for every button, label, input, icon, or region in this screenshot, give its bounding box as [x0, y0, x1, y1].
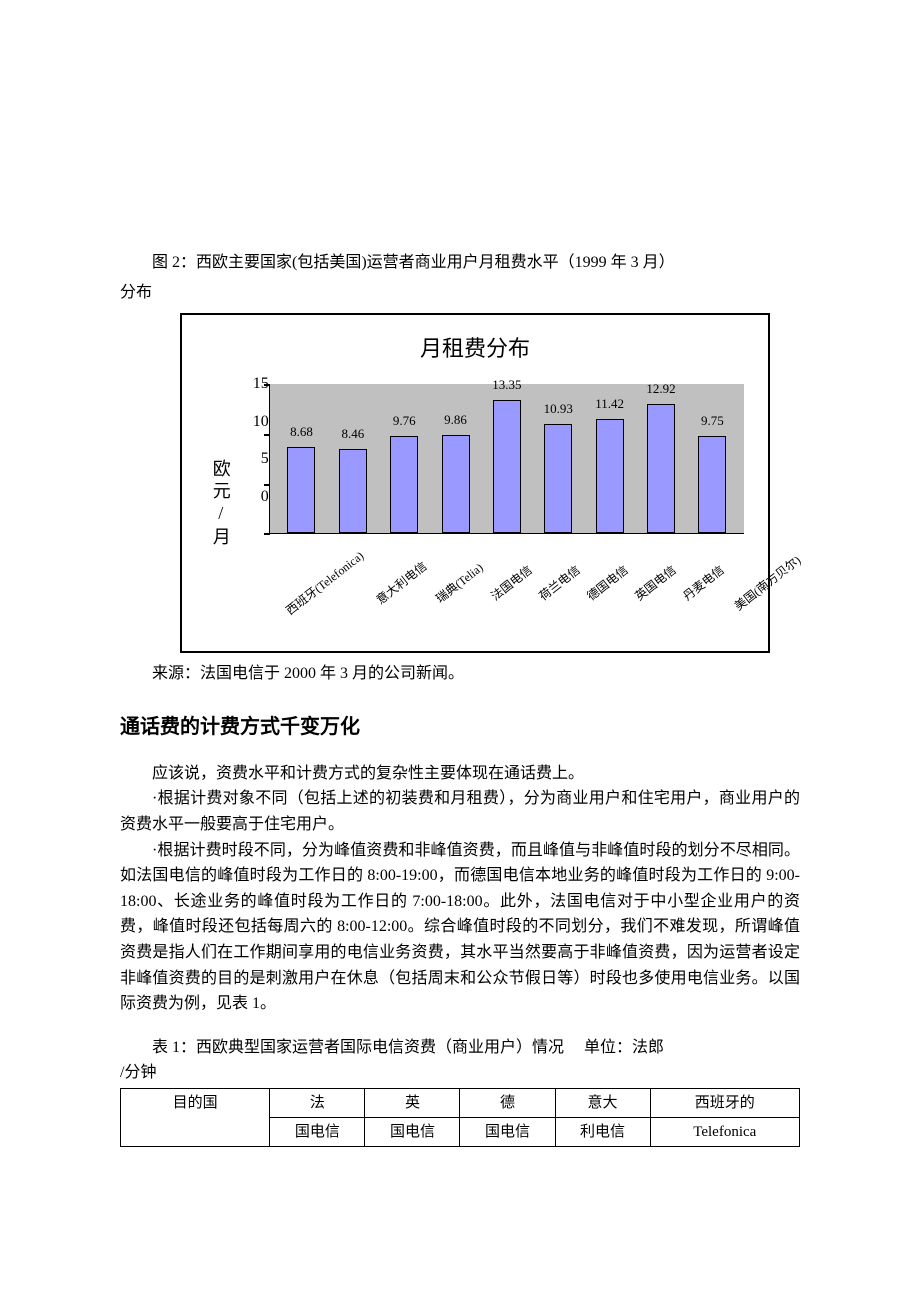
y-axis-label: 欧元/月 — [206, 459, 235, 549]
chart-frame: 月租费分布 欧元/月 15 10 5 0 8.68 8.46 9.76 9.86 13.… — [180, 313, 770, 653]
table-caption-line2: /分钟 — [120, 1060, 800, 1086]
bar: 8.46 — [327, 384, 378, 533]
table-cell: 国电信 — [365, 1117, 460, 1146]
chart-title: 月租费分布 — [206, 331, 744, 366]
bar-value-label: 8.68 — [290, 422, 313, 443]
y-tick: 10 — [241, 414, 269, 452]
figure-caption-line2: 分布 — [120, 280, 800, 306]
bar-value-label: 9.75 — [701, 411, 724, 432]
table-cell: 德 — [460, 1088, 555, 1117]
plot-area: 8.68 8.46 9.76 9.86 13.35 10.93 11.42 12.92 9.75 — [269, 384, 744, 534]
bar-rect — [647, 404, 675, 533]
bar-rect — [493, 400, 521, 534]
bar-rect — [442, 435, 470, 534]
tariff-table: 目的国 法 英 德 意大 西班牙的 国电信 国电信 国电信 利电信 Telefo… — [120, 1088, 800, 1147]
table-cell: 目的国 — [121, 1088, 270, 1146]
x-labels-container: 西班牙(Telefonica)意大利电信瑞典(Telia)法国电信荷兰电信德国电… — [266, 546, 744, 636]
bar-rect — [287, 447, 315, 534]
figure-caption-line1: 图 2：西欧主要国家(包括美国)运营者商业用户月租费水平（1999 年 3 月） — [120, 250, 800, 276]
table-cell: Telefonica — [650, 1117, 799, 1146]
y-axis-ticks: 15 10 5 0 — [241, 384, 269, 534]
table-cell: 英 — [365, 1088, 460, 1117]
bar-rect — [596, 419, 624, 533]
y-tick: 15 — [241, 376, 269, 414]
bar: 8.68 — [276, 384, 327, 533]
paragraph: ·根据计费对象不同（包括上述的初装费和月租费），分为商业用户和住宅用户，商业用户… — [120, 786, 800, 837]
bar: 13.35 — [481, 384, 532, 533]
bar-rect — [339, 449, 367, 534]
bar-value-label: 9.86 — [444, 410, 467, 431]
paragraph: ·根据计费时段不同，分为峰值资费和非峰值资费，而且峰值与非峰值时段的划分不尽相同… — [120, 838, 800, 1017]
paragraph: 应该说，资费水平和计费方式的复杂性主要体现在通话费上。 — [120, 761, 800, 787]
chart-body: 欧元/月 15 10 5 0 8.68 8.46 9.76 9.86 13.35 10.9… — [206, 374, 744, 634]
bar-value-label: 9.76 — [393, 411, 416, 432]
bar-value-label: 11.42 — [595, 394, 624, 415]
table-cell: 西班牙的 — [650, 1088, 799, 1117]
bar: 9.86 — [430, 384, 481, 533]
bar: 11.42 — [584, 384, 635, 533]
bar-rect — [390, 436, 418, 534]
table-cell: 国电信 — [460, 1117, 555, 1146]
bars-container: 8.68 8.46 9.76 9.86 13.35 10.93 11.42 12.92 9.75 — [270, 384, 744, 533]
table-caption: 表 1：西欧典型国家运营者国际电信资费（商业用户）情况 单位：法郎 — [120, 1035, 800, 1061]
table-cell: 法 — [270, 1088, 365, 1117]
y-tick: 0 — [241, 489, 269, 527]
table-cell: 利电信 — [555, 1117, 650, 1146]
table-row: 目的国 法 英 德 意大 西班牙的 — [121, 1088, 800, 1117]
chart-source: 来源：法国电信于 2000 年 3 月的公司新闻。 — [120, 661, 800, 687]
bar-rect — [544, 424, 572, 533]
bar: 9.76 — [379, 384, 430, 533]
bar-value-label: 13.35 — [492, 375, 521, 396]
table-caption-text: 表 1：西欧典型国家运营者国际电信资费（商业用户）情况 — [152, 1039, 564, 1056]
bar-value-label: 12.92 — [646, 379, 675, 400]
bar: 9.75 — [687, 384, 738, 533]
table-cell: 意大 — [555, 1088, 650, 1117]
x-axis-label: 美国(南方贝尔) — [731, 552, 831, 649]
table-caption-unit: 单位：法郎 — [584, 1039, 664, 1056]
bar-rect — [698, 436, 726, 534]
bar-value-label: 10.93 — [544, 399, 573, 420]
bar: 10.93 — [533, 384, 584, 533]
table-cell: 国电信 — [270, 1117, 365, 1146]
bar: 12.92 — [635, 384, 686, 533]
section-heading: 通话费的计费方式千变万化 — [120, 711, 800, 743]
y-tick: 5 — [241, 451, 269, 489]
bar-value-label: 8.46 — [341, 424, 364, 445]
